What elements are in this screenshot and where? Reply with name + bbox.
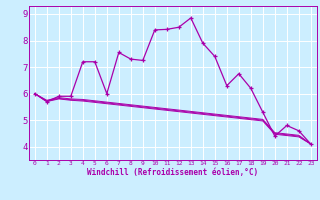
- X-axis label: Windchill (Refroidissement éolien,°C): Windchill (Refroidissement éolien,°C): [87, 168, 258, 177]
